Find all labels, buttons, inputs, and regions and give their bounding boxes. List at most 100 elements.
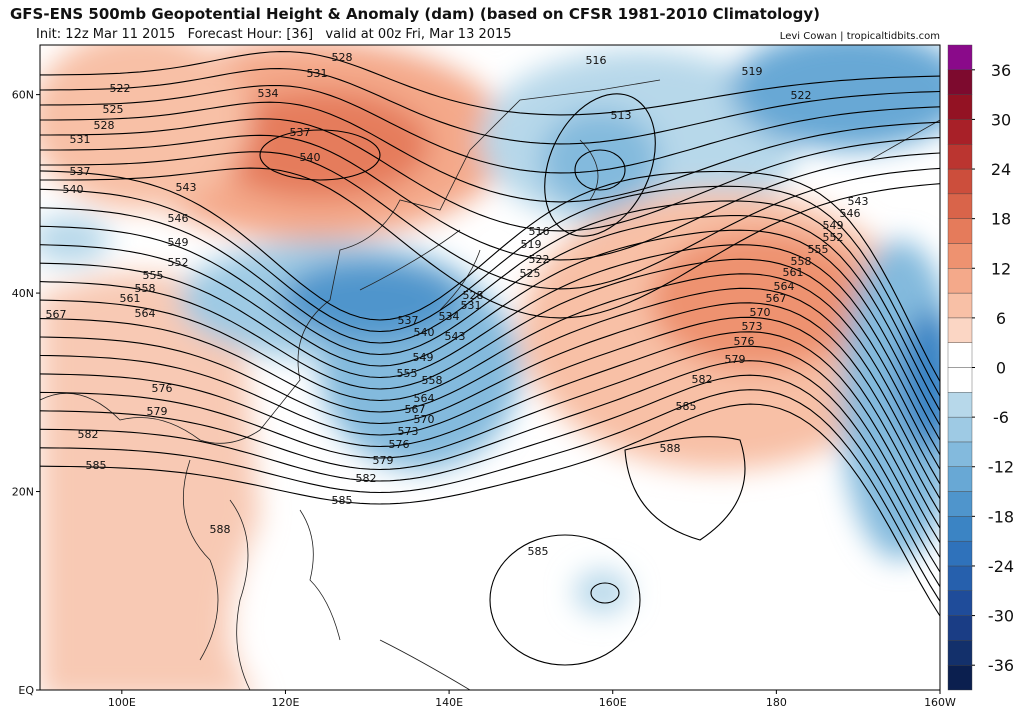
contour-label: 528: [94, 119, 115, 132]
contour-label: 561: [783, 266, 804, 279]
contour: [40, 287, 940, 499]
colorbar-band: [947, 168, 973, 195]
contour-label: 552: [168, 256, 189, 269]
colorbar-band: [947, 44, 973, 71]
credit: Levi Cowan | tropicaltidbits.com: [780, 31, 940, 42]
colorbar-tick-label: -24: [988, 557, 1014, 576]
contour: [40, 185, 940, 397]
contour-label: 516: [586, 54, 607, 67]
colorbar-band: [947, 193, 973, 219]
contour-label: 579: [373, 454, 394, 467]
contour-label: 567: [766, 292, 787, 305]
colorbar-tick-label: 24: [991, 160, 1011, 179]
contour-label: 579: [147, 405, 168, 418]
contour-label: 573: [398, 425, 419, 438]
colorbar-tick-label: -36: [988, 656, 1014, 675]
contour: [40, 118, 940, 232]
contour-label: 543: [176, 181, 197, 194]
contour-label: 549: [413, 351, 434, 364]
contour-label: 558: [791, 255, 812, 268]
contour-label: 564: [414, 392, 435, 405]
contour-label: 567: [405, 403, 426, 416]
colorbar-band: [947, 317, 973, 343]
contour-label: 582: [692, 373, 713, 386]
contour: [40, 244, 940, 456]
colorbar-band: [947, 565, 973, 591]
contour-label: 564: [774, 280, 795, 293]
colorbar-tick-label: -30: [988, 607, 1014, 626]
contour-label: 576: [734, 335, 755, 348]
colorbar-band: [947, 69, 973, 95]
contour-label: 522: [791, 89, 812, 102]
contour: [40, 134, 940, 261]
contour-label: 585: [86, 459, 107, 472]
colorbar-tick-label: -18: [988, 507, 1014, 526]
lat-tick-label: EQ: [18, 684, 34, 697]
contour: [40, 151, 940, 290]
lat-tick-label: 40N: [12, 287, 34, 300]
colorbar-tick-label: 0: [996, 359, 1006, 378]
contour-label: 540: [63, 183, 84, 196]
colorbar-band: [947, 590, 973, 616]
contour-label: 555: [143, 269, 164, 282]
coastlines: [40, 79, 940, 690]
contour: [40, 302, 940, 514]
contour-label: 531: [70, 133, 91, 146]
contour: [40, 345, 940, 558]
lat-tick-label: 60N: [12, 89, 34, 102]
contour-label: 558: [135, 282, 156, 295]
contour: [40, 389, 940, 602]
height-contours: [40, 51, 940, 666]
contour-label: 549: [168, 236, 189, 249]
contour-label: 534: [258, 87, 279, 100]
contour-label: 588: [210, 523, 231, 536]
colorbar-band: [947, 218, 973, 244]
contour: [40, 68, 940, 145]
colorbar-band: [947, 342, 973, 368]
contour-label: 549: [823, 219, 844, 232]
contour: [40, 101, 940, 203]
colorbar-band: [947, 466, 973, 492]
contour-label: 546: [168, 212, 189, 225]
anomaly-fill: [40, 45, 940, 690]
colorbar-band: [947, 292, 973, 319]
colorbar-tick-label: -12: [988, 458, 1014, 477]
contour-label: 585: [676, 400, 697, 413]
colorbar-band: [947, 119, 973, 145]
contour-label: 558: [422, 374, 443, 387]
colorbar-band: [947, 516, 973, 542]
contour-label: 531: [307, 67, 328, 80]
contour-label: 567: [46, 308, 67, 321]
contour-label: 519: [521, 238, 542, 251]
contour-label: 582: [78, 428, 99, 441]
colorbar-tick-label: -6: [993, 408, 1009, 427]
contour: [40, 360, 940, 573]
contour: [40, 273, 940, 485]
colorbar-band: [947, 367, 973, 393]
map-frame: [39, 44, 941, 691]
contour-label: 537: [70, 165, 91, 178]
contour-label: 555: [808, 243, 829, 256]
contour-label: 516: [529, 225, 550, 238]
contour: [40, 331, 940, 543]
contour-label: 528: [332, 51, 353, 64]
contour-label: 561: [120, 292, 141, 305]
contour-label: 528: [463, 289, 484, 302]
colorbar-tick-label: 12: [991, 259, 1011, 278]
lon-tick-label: 140E: [435, 696, 463, 709]
contour-label: 543: [848, 195, 869, 208]
colorbar-band: [947, 94, 973, 120]
colorbar-band: [947, 416, 973, 443]
contour: [40, 167, 940, 319]
colorbar-band: [947, 392, 973, 418]
colorbar-tick-label: 18: [991, 210, 1011, 229]
lat-tick-label: 20N: [12, 486, 34, 499]
contour-label: 564: [135, 307, 156, 320]
contour: [40, 403, 940, 617]
contour-label: 537: [290, 126, 311, 139]
contour-label: 531: [461, 299, 482, 312]
contour: [40, 84, 940, 174]
lon-tick-label: 160W: [924, 696, 956, 709]
colorbar-band: [947, 243, 973, 269]
